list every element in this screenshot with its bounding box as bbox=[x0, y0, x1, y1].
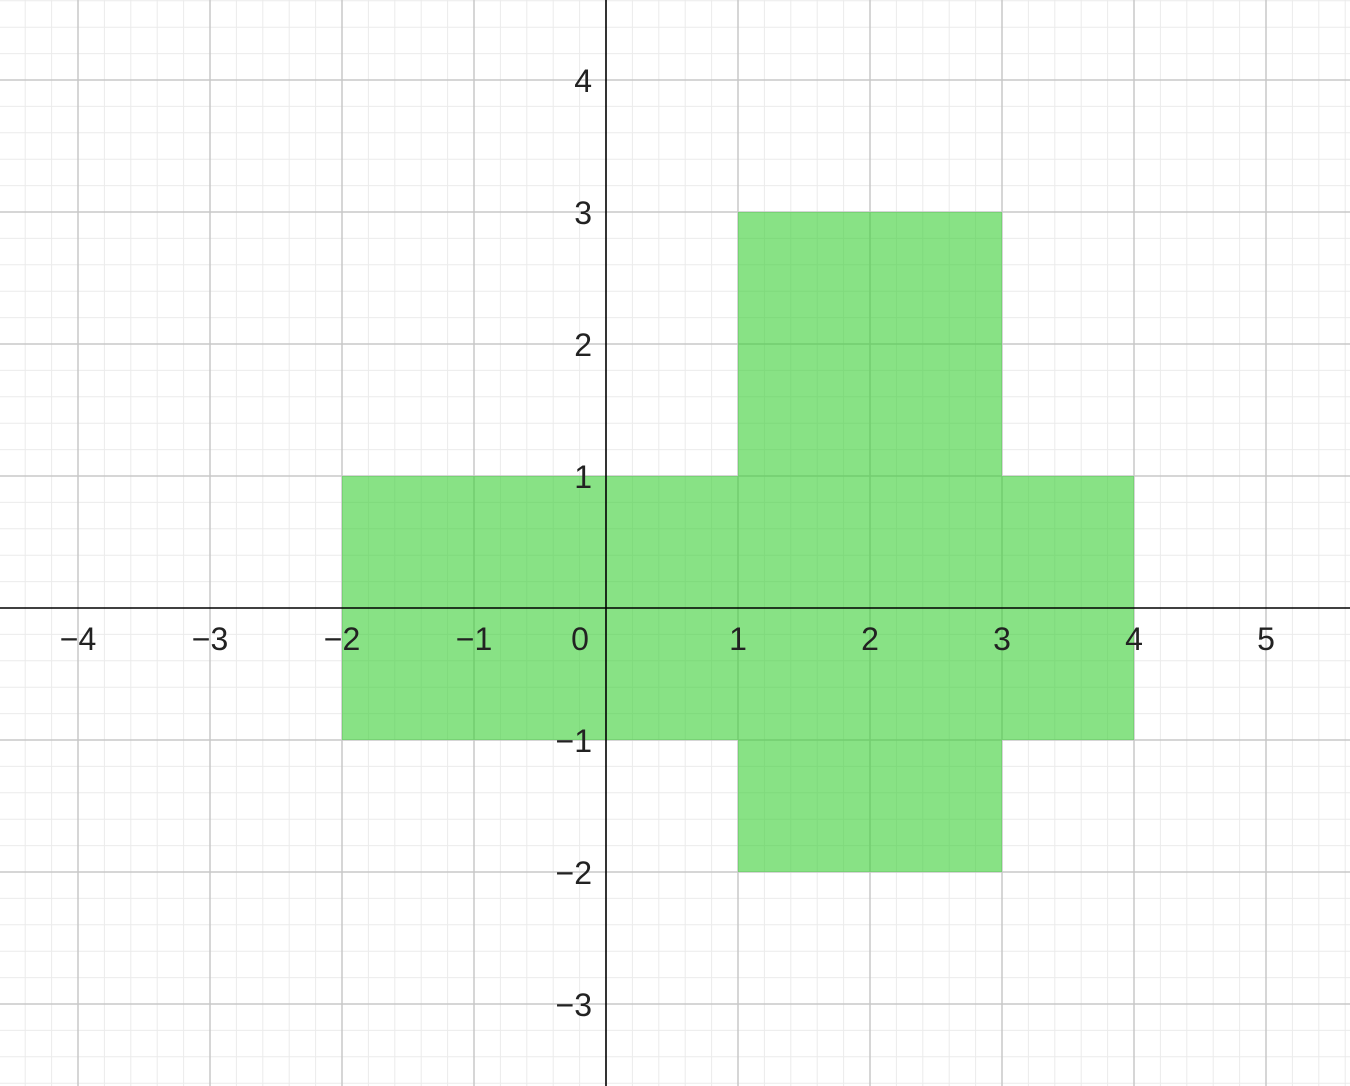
y-tick-label: −3 bbox=[556, 987, 592, 1023]
x-tick-label: 0 bbox=[571, 621, 589, 657]
x-tick-label: 2 bbox=[861, 621, 879, 657]
x-tick-label: −3 bbox=[192, 621, 228, 657]
y-tick-label: −1 bbox=[556, 723, 592, 759]
shaded-region-3 bbox=[738, 740, 1002, 872]
x-tick-label: 5 bbox=[1257, 621, 1275, 657]
y-tick-label: −2 bbox=[556, 855, 592, 891]
x-tick-labels: −4 −3 −2 −1 0 1 2 3 4 5 bbox=[60, 621, 1275, 657]
y-tick-label: 4 bbox=[574, 63, 592, 99]
x-tick-label: 4 bbox=[1125, 621, 1143, 657]
x-tick-label: 1 bbox=[729, 621, 747, 657]
x-tick-label: 3 bbox=[993, 621, 1011, 657]
x-tick-label: −1 bbox=[456, 621, 492, 657]
y-tick-labels: −3 −2 −1 1 2 3 4 bbox=[556, 63, 592, 1023]
y-tick-label: 1 bbox=[574, 459, 592, 495]
x-tick-label: −2 bbox=[324, 621, 360, 657]
shaded-region-2 bbox=[738, 212, 1002, 476]
y-tick-label: 3 bbox=[574, 195, 592, 231]
x-tick-label: −4 bbox=[60, 621, 96, 657]
y-tick-label: 2 bbox=[574, 327, 592, 363]
